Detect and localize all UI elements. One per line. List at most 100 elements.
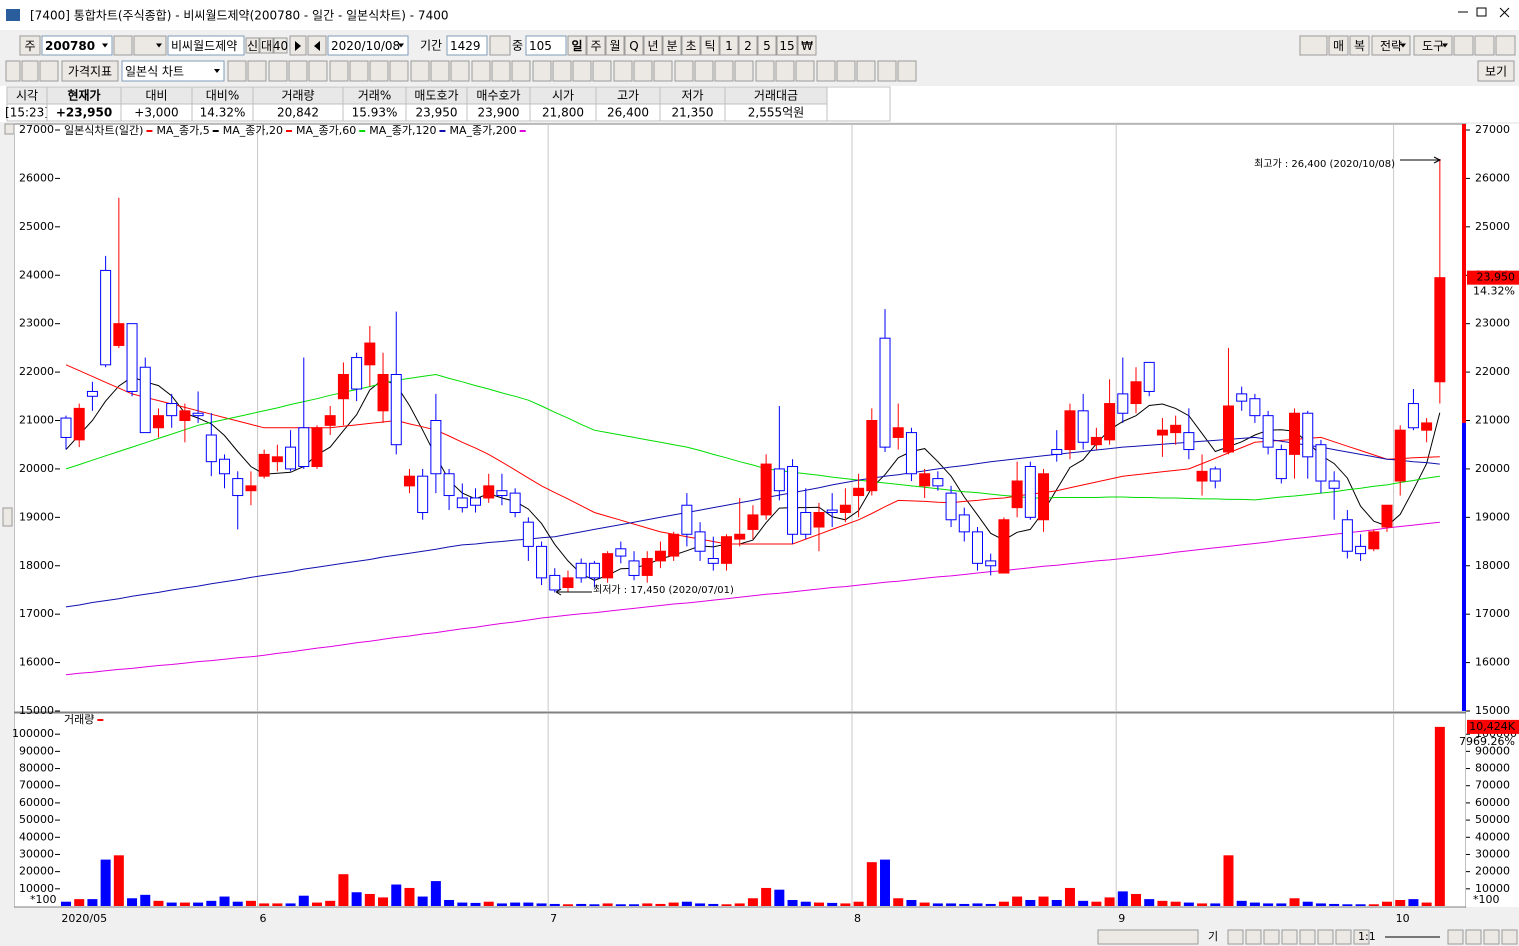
volume-bar [1408, 899, 1419, 906]
drawing-tool[interactable] [369, 60, 389, 82]
toggle-button[interactable] [4, 123, 15, 135]
nav-button[interactable] [1281, 929, 1298, 945]
period-button[interactable] [605, 35, 625, 56]
period-button[interactable] [643, 35, 663, 56]
icon-button[interactable] [1474, 35, 1495, 56]
tool-button[interactable] [1413, 35, 1453, 56]
drawing-tool[interactable] [552, 60, 572, 82]
drawing-tool[interactable] [795, 60, 815, 82]
nav-button[interactable] [1501, 929, 1518, 945]
search-button[interactable] [113, 35, 133, 56]
drawing-tool[interactable] [694, 60, 714, 82]
view-button[interactable] [1477, 60, 1515, 82]
edit-button[interactable] [39, 60, 59, 82]
arrow-button[interactable] [5, 60, 21, 82]
drawing-tool[interactable] [430, 60, 450, 82]
scrollbar[interactable] [1097, 929, 1199, 945]
period-button[interactable] [662, 35, 682, 56]
drawing-tool[interactable] [775, 60, 795, 82]
drawing-tool[interactable] [532, 60, 552, 82]
period-button[interactable] [719, 35, 739, 56]
chart-kind-select[interactable] [121, 60, 225, 82]
candle-body [1130, 381, 1142, 405]
tool-button[interactable] [1349, 35, 1370, 56]
drawing-tool[interactable] [491, 60, 511, 82]
period-icon[interactable] [489, 35, 511, 56]
nav-button[interactable] [1245, 929, 1262, 945]
icon-button[interactable] [1453, 35, 1474, 56]
y-tick-label: 22000 [19, 365, 54, 378]
market-select[interactable] [19, 35, 41, 56]
period-button[interactable] [567, 35, 587, 56]
arrow-button[interactable] [21, 60, 39, 82]
drawing-tool[interactable] [592, 60, 612, 82]
period-button[interactable] [776, 35, 798, 56]
count-input[interactable] [525, 35, 567, 56]
expand-button[interactable] [2, 507, 13, 527]
date-input[interactable] [327, 35, 409, 56]
drawing-tool[interactable] [227, 60, 247, 82]
tag-button[interactable] [245, 37, 260, 54]
nav-button[interactable] [1317, 929, 1334, 945]
candle-body [853, 487, 865, 497]
drawing-tool[interactable] [329, 60, 349, 82]
period-button[interactable] [797, 35, 817, 56]
drawing-tool[interactable] [877, 60, 897, 82]
drawing-tool[interactable] [572, 60, 592, 82]
drawing-tool[interactable] [856, 60, 876, 82]
nav-button[interactable] [1263, 929, 1280, 945]
volume-bar [1157, 900, 1168, 906]
tag-button-label: 신 [247, 39, 258, 53]
drawing-tool[interactable] [836, 60, 856, 82]
cloud-button[interactable] [1299, 35, 1328, 56]
drawing-tool[interactable] [816, 60, 836, 82]
drawing-tool[interactable] [247, 60, 267, 82]
sort-button[interactable] [133, 35, 167, 56]
drawing-tool[interactable] [633, 60, 653, 82]
period-button[interactable] [624, 35, 644, 56]
drawing-tool[interactable] [389, 60, 409, 82]
nav-button[interactable] [1447, 929, 1464, 945]
drawing-tool[interactable] [450, 60, 470, 82]
drawing-tool[interactable] [288, 60, 308, 82]
drawing-tool[interactable] [511, 60, 531, 82]
tool-button[interactable] [1371, 35, 1411, 56]
drawing-tool[interactable] [268, 60, 288, 82]
nav-button[interactable] [1465, 929, 1482, 945]
period-input[interactable] [446, 35, 488, 56]
candle-body [1064, 410, 1076, 451]
drawing-tool[interactable] [897, 60, 917, 82]
code-input[interactable] [41, 35, 113, 56]
tool-button[interactable] [1328, 35, 1349, 56]
drawing-tool[interactable] [471, 60, 491, 82]
nav-button[interactable] [1299, 929, 1316, 945]
stock-name[interactable] [167, 35, 245, 56]
tool-button-label: 전략 [1380, 39, 1402, 53]
period-button[interactable] [738, 35, 758, 56]
drawing-tool[interactable] [674, 60, 694, 82]
tag-button-label: 40 [273, 39, 288, 53]
drawing-tool[interactable] [349, 60, 369, 82]
tag-button[interactable] [273, 37, 288, 54]
drawing-tool[interactable] [755, 60, 775, 82]
nav-button[interactable] [1335, 929, 1352, 945]
period-button[interactable] [586, 35, 606, 56]
icon-button[interactable] [1495, 35, 1516, 56]
period-button[interactable] [700, 35, 720, 56]
drawing-tool[interactable] [714, 60, 734, 82]
indicator-button[interactable] [61, 60, 119, 82]
drawing-tool[interactable] [308, 60, 328, 82]
drawing-tool[interactable] [734, 60, 754, 82]
drawing-tool[interactable] [653, 60, 673, 82]
period-button[interactable] [681, 35, 701, 56]
nav-button[interactable] [1483, 929, 1500, 945]
drawing-tool[interactable] [613, 60, 633, 82]
period-button[interactable] [757, 35, 777, 56]
drawing-tool[interactable] [410, 60, 430, 82]
candle-body [219, 458, 231, 475]
window-controls[interactable] [1458, 7, 1510, 18]
tag-button[interactable] [259, 37, 274, 54]
nav-button[interactable] [1353, 929, 1370, 945]
nav-button[interactable] [1227, 929, 1244, 945]
volume-bar [523, 902, 534, 906]
